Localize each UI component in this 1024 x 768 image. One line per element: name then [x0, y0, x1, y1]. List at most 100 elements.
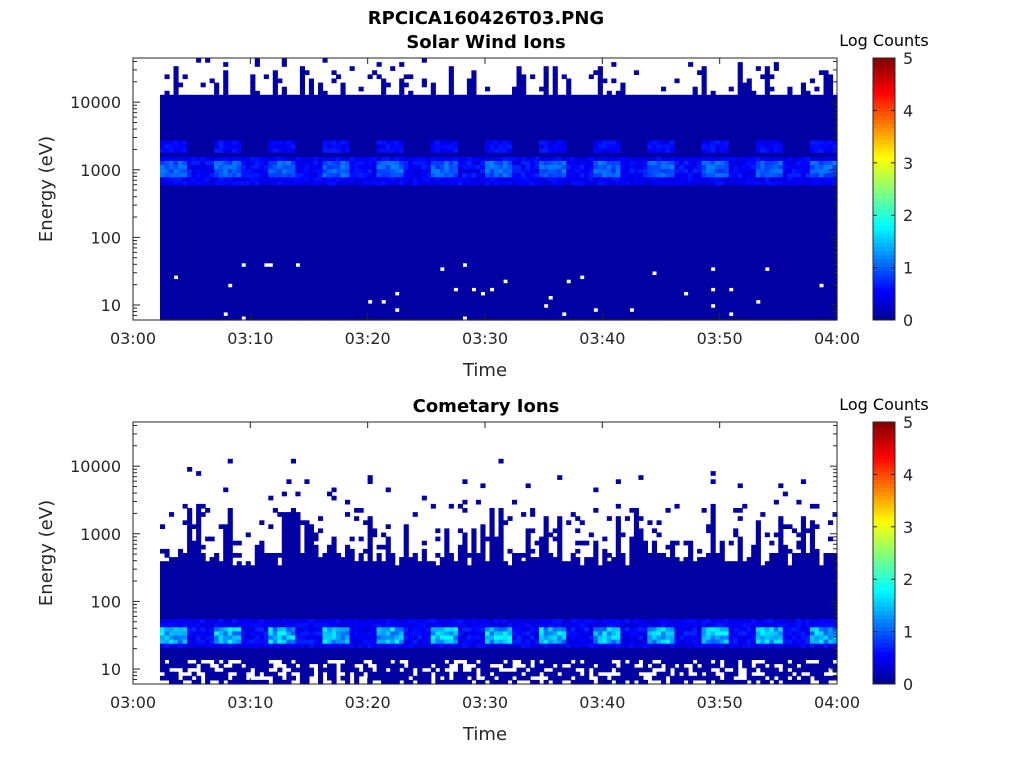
- cell: [525, 209, 531, 215]
- cell: [232, 103, 238, 108]
- cell: [367, 164, 373, 170]
- cell: [403, 98, 409, 104]
- cell: [178, 238, 184, 243]
- cell: [421, 201, 427, 206]
- cell: [503, 94, 509, 100]
- cell: [539, 180, 545, 186]
- cell: [250, 139, 256, 145]
- cell: [521, 205, 527, 211]
- cell: [534, 275, 540, 280]
- cell: [268, 283, 274, 288]
- cell: [390, 209, 396, 215]
- cell: [318, 189, 324, 194]
- cell: [245, 287, 251, 292]
- cell: [196, 111, 202, 116]
- cell: [521, 127, 527, 133]
- cell: [313, 234, 319, 239]
- cell: [494, 299, 500, 305]
- cell: [363, 315, 369, 321]
- cell: [281, 58, 287, 63]
- cell: [363, 266, 369, 272]
- cell: [308, 266, 314, 272]
- cell: [494, 205, 500, 211]
- cell: [290, 213, 296, 219]
- cell: [232, 291, 238, 296]
- cell: [340, 123, 346, 129]
- cell: [412, 283, 418, 288]
- cell: [552, 250, 558, 256]
- cell: [485, 279, 491, 284]
- cell: [412, 123, 418, 129]
- cell: [241, 254, 247, 260]
- cell: [254, 160, 260, 165]
- cell: [466, 160, 472, 165]
- cell: [259, 279, 265, 284]
- cell: [313, 221, 319, 227]
- cell: [399, 144, 405, 149]
- cell: [444, 201, 450, 206]
- cell: [489, 242, 495, 247]
- cell: [209, 172, 215, 178]
- cell: [412, 270, 418, 276]
- cell: [245, 107, 251, 112]
- cell: [340, 205, 346, 211]
- cell: [530, 193, 536, 198]
- cell: [417, 148, 423, 153]
- cell: [480, 266, 486, 272]
- cell: [191, 103, 197, 108]
- cell: [530, 238, 536, 243]
- cell: [209, 193, 215, 198]
- cell: [295, 205, 301, 211]
- cell: [209, 176, 215, 182]
- cell: [426, 262, 432, 268]
- cell: [539, 131, 545, 137]
- cell: [489, 111, 495, 116]
- cell: [259, 234, 265, 239]
- cell: [336, 168, 342, 174]
- cell: [534, 295, 540, 301]
- cell: [200, 103, 206, 108]
- cell: [390, 111, 396, 116]
- cell: [272, 299, 278, 305]
- cell: [187, 144, 193, 149]
- cell: [390, 66, 396, 71]
- cell: [485, 254, 491, 260]
- cell: [399, 279, 405, 284]
- cell: [457, 225, 463, 231]
- cell: [290, 258, 296, 264]
- cell: [354, 246, 360, 251]
- cell: [530, 135, 536, 141]
- cell: [417, 311, 423, 317]
- cell: [200, 299, 206, 305]
- cell: [281, 254, 287, 260]
- cell: [318, 246, 324, 251]
- cell: [372, 131, 378, 137]
- cell: [372, 209, 378, 215]
- cell: [381, 279, 387, 284]
- cell: [543, 238, 549, 243]
- cell: [205, 115, 211, 120]
- cell: [471, 209, 477, 215]
- cell: [160, 295, 166, 301]
- cell: [182, 193, 188, 198]
- cell: [426, 221, 432, 227]
- cell: [448, 82, 454, 88]
- cell: [340, 217, 346, 223]
- cell: [340, 197, 346, 202]
- cell: [263, 139, 269, 145]
- cell: [327, 258, 333, 264]
- cell: [403, 279, 409, 284]
- cell: [241, 168, 247, 174]
- cell: [268, 225, 274, 231]
- cell: [308, 295, 314, 301]
- cell: [205, 221, 211, 227]
- cell: [372, 229, 378, 235]
- cell: [471, 283, 477, 288]
- cell: [543, 283, 549, 288]
- cell: [191, 156, 197, 161]
- cell: [268, 279, 274, 284]
- cell: [164, 246, 170, 251]
- cell: [557, 213, 563, 219]
- cell: [521, 225, 527, 231]
- cell: [318, 168, 324, 174]
